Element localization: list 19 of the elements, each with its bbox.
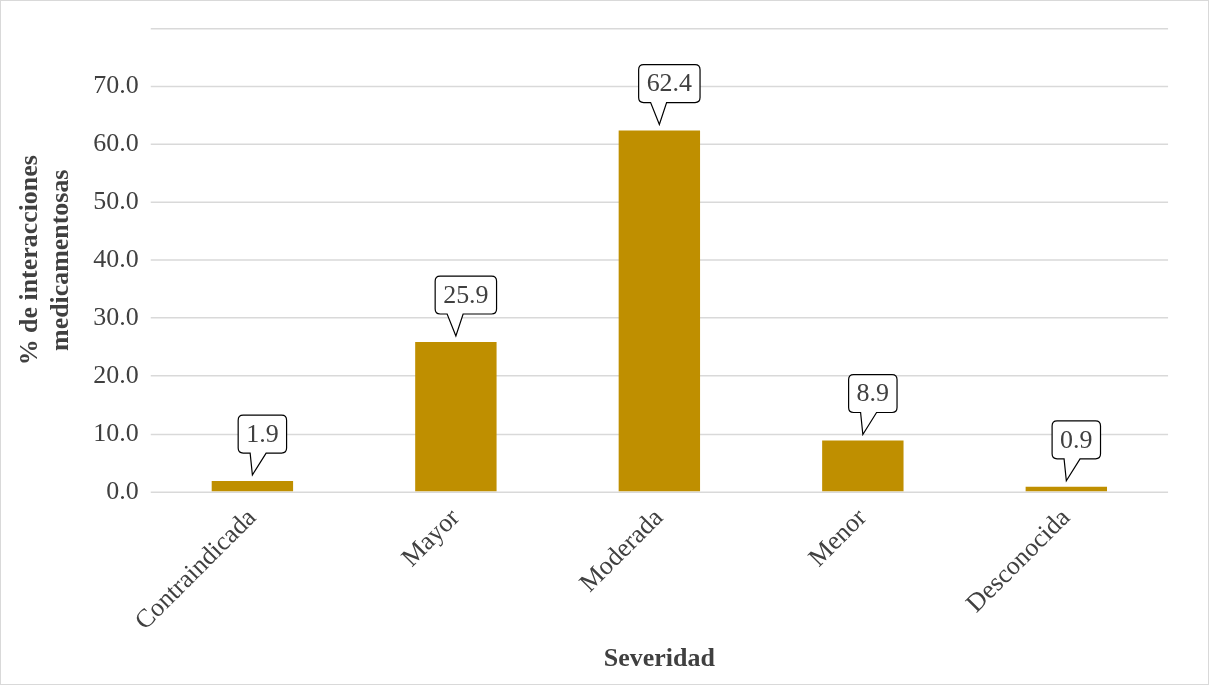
y-tick-label: 40.0 <box>93 244 139 274</box>
data-label: 25.9 <box>443 279 489 309</box>
y-tick-label: 0.0 <box>106 475 139 505</box>
bar <box>415 341 497 492</box>
y-tick-label: 20.0 <box>93 359 139 389</box>
y-tick-label: 50.0 <box>93 186 139 216</box>
bar <box>211 480 294 492</box>
y-axis-title: % de interacciones medicamentosas <box>14 155 75 366</box>
y-tick-label: 70.0 <box>93 70 139 100</box>
data-label: 0.9 <box>1060 424 1093 454</box>
data-label: 62.4 <box>646 68 693 98</box>
x-axis-title: Severidad <box>603 643 716 673</box>
data-label: 1.9 <box>246 418 279 448</box>
data-label: 8.9 <box>856 378 890 408</box>
bar <box>822 440 904 492</box>
y-tick-label: 10.0 <box>93 417 139 447</box>
bar <box>618 130 701 492</box>
y-tick-label: 60.0 <box>93 128 139 158</box>
y-tick-label: 30.0 <box>93 302 139 331</box>
